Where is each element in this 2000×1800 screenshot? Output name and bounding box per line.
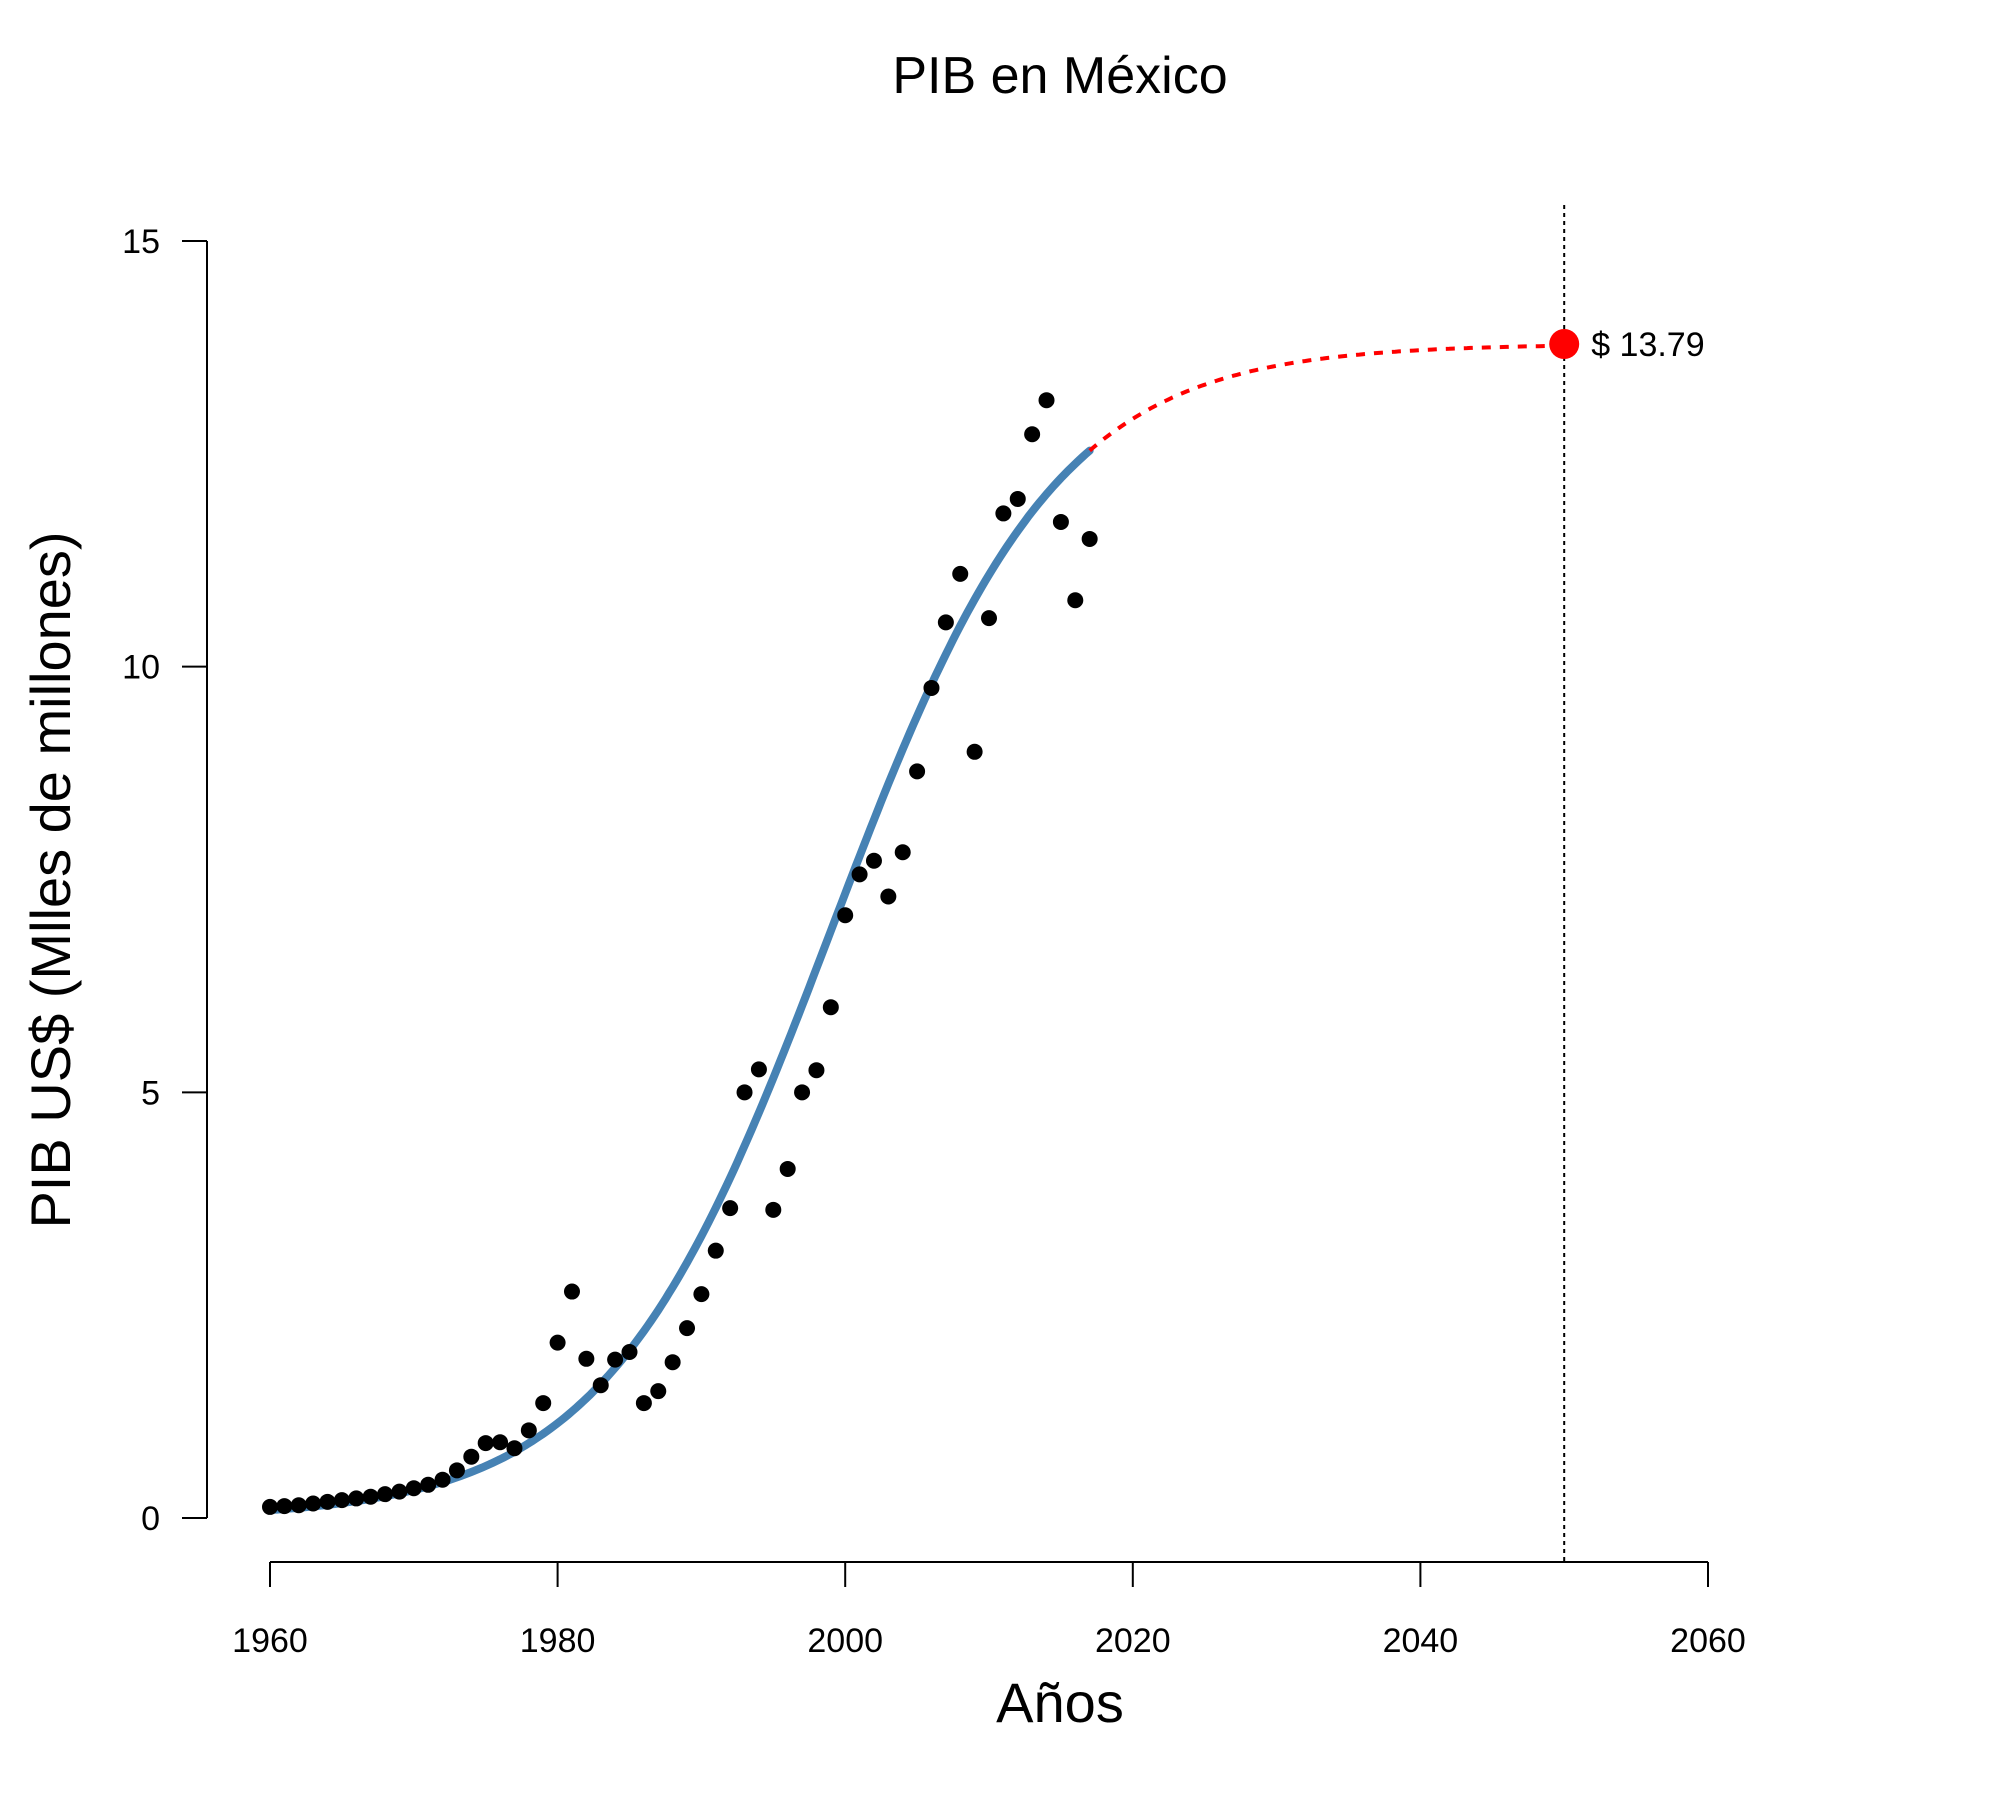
projection-point: [1549, 329, 1580, 360]
data-point: [707, 1242, 724, 1259]
data-point: [679, 1320, 696, 1337]
data-point: [448, 1462, 465, 1479]
data-point: [966, 743, 983, 760]
data-point: [535, 1395, 552, 1412]
data-point: [578, 1350, 595, 1367]
x-tick-label: 2000: [807, 1622, 883, 1660]
fitted-curve: [266, 446, 1094, 1515]
data-point: [851, 866, 868, 883]
y-tick-label: 15: [122, 223, 160, 261]
x-tick-label: 1980: [520, 1622, 596, 1660]
data-point: [664, 1354, 681, 1371]
x-tick-label: 2060: [1670, 1622, 1746, 1660]
data-point: [420, 1476, 437, 1493]
data-point: [765, 1201, 782, 1218]
data-point: [1052, 513, 1069, 530]
x-axis: 1960 1980 2000 2020 2040 2060: [232, 1561, 1746, 1660]
data-point: [995, 505, 1012, 522]
data-point: [607, 1351, 624, 1368]
data-point: [477, 1435, 494, 1452]
data-point: [837, 907, 854, 924]
data-point: [463, 1448, 480, 1465]
data-point: [506, 1440, 523, 1457]
data-point: [808, 1062, 825, 1079]
data-point: [1009, 490, 1026, 507]
data-point: [391, 1483, 408, 1500]
projection-curve: [1088, 343, 1565, 453]
data-point: [865, 852, 882, 869]
data-point: [520, 1422, 537, 1439]
data-point: [952, 565, 969, 582]
data-point: [923, 679, 940, 696]
chart-title: PIB en México: [892, 47, 1227, 105]
x-axis-label: Años: [996, 1671, 1124, 1734]
data-points: [262, 392, 1098, 1515]
data-point: [750, 1061, 767, 1078]
data-point: [290, 1497, 307, 1514]
data-point: [736, 1084, 753, 1101]
y-tick-label: 10: [122, 649, 160, 687]
data-point: [621, 1343, 638, 1360]
data-point: [1081, 530, 1098, 547]
data-point: [894, 844, 911, 861]
data-point: [1067, 592, 1084, 609]
data-point: [937, 614, 954, 631]
data-point: [981, 610, 997, 627]
data-point: [592, 1377, 609, 1394]
data-point: [319, 1493, 336, 1510]
data-point: [909, 763, 926, 780]
data-point: [333, 1492, 350, 1509]
projection-annotation: $ 13.79: [1591, 326, 1704, 364]
x-tick-label: 2040: [1383, 1622, 1459, 1660]
data-point: [377, 1486, 394, 1503]
data-point: [276, 1498, 293, 1515]
y-tick-label: 0: [141, 1500, 160, 1538]
data-point: [650, 1383, 667, 1400]
data-point: [794, 1084, 811, 1101]
x-tick-label: 2020: [1095, 1622, 1171, 1660]
data-point: [348, 1490, 365, 1507]
data-point: [262, 1498, 278, 1515]
data-point: [693, 1286, 710, 1303]
data-point: [880, 888, 897, 905]
data-point: [779, 1160, 796, 1177]
data-point: [492, 1434, 509, 1451]
y-axis-label: PIB US$ (Mlles de millones): [19, 531, 82, 1228]
data-point: [722, 1200, 739, 1217]
y-axis: 0 5 10 15: [122, 223, 208, 1538]
data-point: [549, 1334, 566, 1351]
data-point: [822, 999, 839, 1016]
data-point: [1038, 392, 1055, 409]
data-point: [405, 1480, 422, 1497]
data-point: [1024, 426, 1041, 443]
data-point: [362, 1488, 379, 1505]
data-point: [434, 1471, 451, 1488]
data-point: [635, 1395, 652, 1412]
x-tick-label: 1960: [232, 1622, 308, 1660]
data-point: [563, 1283, 580, 1300]
y-tick-label: 5: [141, 1074, 160, 1112]
data-point: [305, 1495, 322, 1512]
